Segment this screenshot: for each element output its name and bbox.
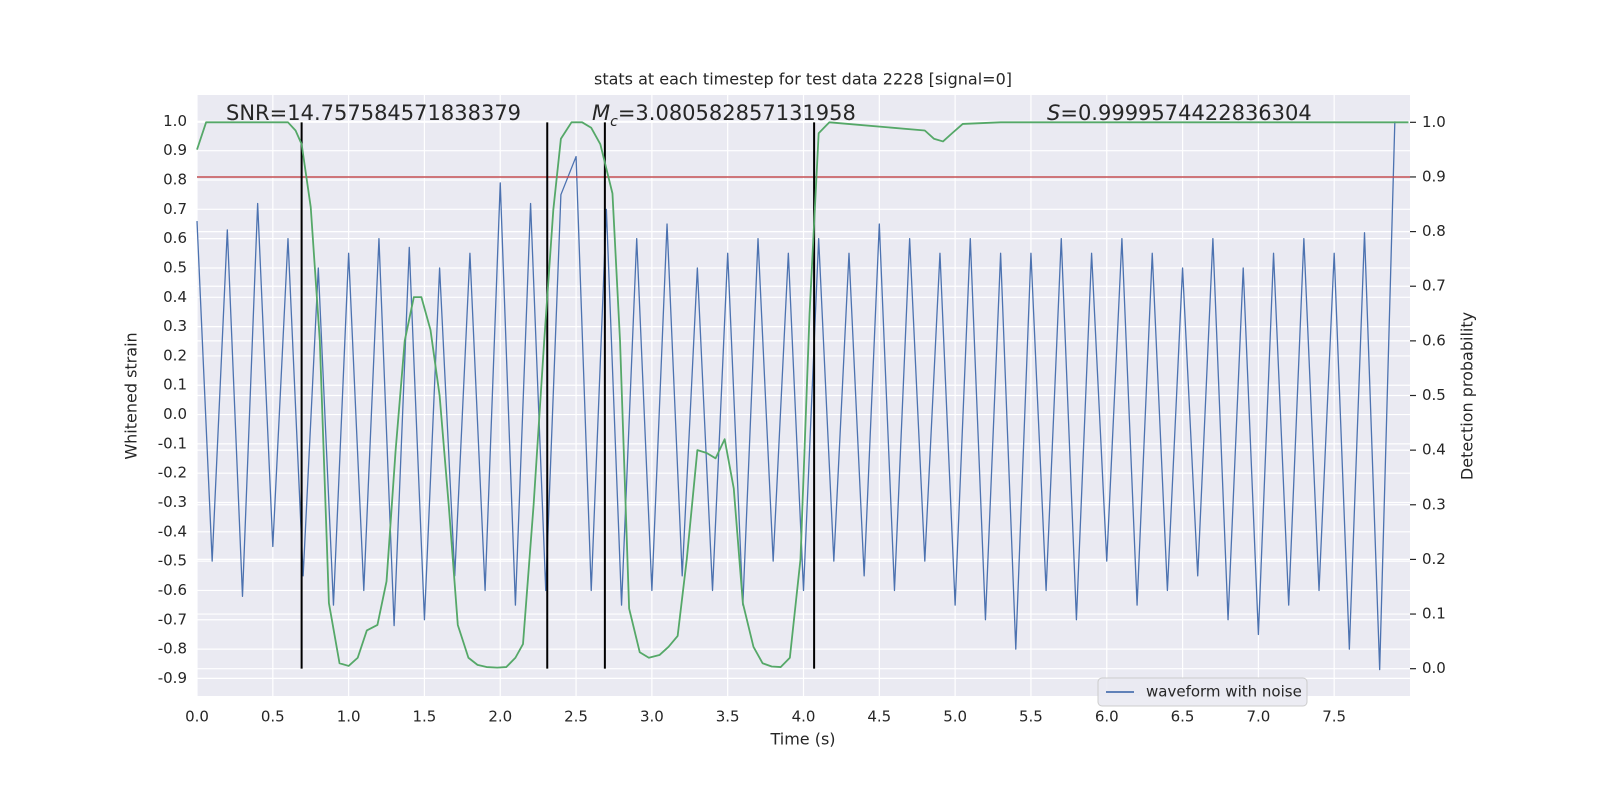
annotation-part: SNR=14.757584571838379: [226, 101, 521, 125]
annotation: S=0.9999574422836304: [1047, 101, 1312, 125]
x-tick-label: 0.5: [261, 708, 285, 726]
x-tick-label: 3.0: [640, 708, 664, 726]
annotation-part: =0.9999574422836304: [1060, 101, 1311, 125]
y2-axis-label: Detection probability: [1458, 312, 1477, 480]
x-axis-label: Time (s): [769, 730, 835, 749]
annotation-part: M: [592, 101, 610, 125]
x-tick-label: 4.0: [792, 708, 816, 726]
y2-tick-label: 0.7: [1422, 277, 1446, 295]
y-tick-label: -0.1: [158, 434, 187, 452]
x-tick-label: 6.5: [1171, 708, 1195, 726]
y-tick-label: 0.3: [163, 317, 187, 335]
y-tick-label: 0.1: [163, 376, 187, 394]
x-tick-label: 7.0: [1246, 708, 1270, 726]
y2-tick-label: 0.4: [1422, 441, 1446, 459]
x-tick-label: 7.5: [1322, 708, 1346, 726]
y-tick-label: 0.0: [163, 405, 187, 423]
y-tick-label: -0.8: [158, 640, 187, 658]
y-tick-label: -0.2: [158, 464, 187, 482]
y2-tick-label: 1.0: [1422, 113, 1446, 131]
x-tick-label: 0.0: [185, 708, 209, 726]
x-tick-label: 1.5: [413, 708, 437, 726]
x-tick-label: 4.5: [867, 708, 891, 726]
waveform-line: [196, 121, 1396, 671]
y2-tick-label: 0.8: [1422, 222, 1446, 240]
y-tick-label: 0.8: [163, 171, 187, 189]
y2-tick-label: 0.0: [1422, 659, 1446, 677]
y-tick-label: 0.7: [163, 200, 187, 218]
x-tick-label: 5.5: [1019, 708, 1043, 726]
x-tick-label: 2.5: [564, 708, 588, 726]
x-tick-label: 2.0: [488, 708, 512, 726]
x-tick-label: 6.0: [1095, 708, 1119, 726]
y-tick-label: -0.3: [158, 493, 187, 511]
y-tick-label: -0.5: [158, 552, 187, 570]
y-axis-label: Whitened strain: [122, 332, 141, 459]
y-tick-label: 0.5: [163, 258, 187, 276]
legend-box: [1097, 677, 1308, 707]
y-tick-label: -0.7: [158, 610, 187, 628]
y2-tick-label: 0.2: [1422, 550, 1446, 568]
y2-tick-label: 0.3: [1422, 495, 1446, 513]
legend-label: waveform with noise: [1146, 683, 1302, 701]
x-tick-label: 5.0: [943, 708, 967, 726]
y-tick-label: 0.9: [163, 141, 187, 159]
probability-line: [196, 121, 1409, 669]
annotation: SNR=14.757584571838379: [226, 101, 521, 125]
y-tick-label: 0.4: [163, 288, 187, 306]
y2-tick-label: 0.6: [1422, 331, 1446, 349]
y2-tick-label: 0.1: [1422, 605, 1446, 623]
y-tick-label: -0.9: [158, 669, 187, 687]
y-tick-label: -0.4: [158, 522, 187, 540]
y-tick-label: -0.6: [158, 581, 187, 599]
y-tick-label: 1.0: [163, 112, 187, 130]
annotation-part: c: [610, 114, 618, 130]
y-tick-label: 0.2: [163, 346, 187, 364]
y-tick-label: 0.6: [163, 229, 187, 247]
chart-title: stats at each timestep for test data 222…: [594, 70, 1012, 89]
y2-tick-label: 0.9: [1422, 167, 1446, 185]
annotation-part: S: [1047, 101, 1060, 125]
x-tick-label: 1.0: [337, 708, 361, 726]
annotation: Mc=3.080582857131958: [592, 101, 856, 130]
y2-tick-label: 0.5: [1422, 386, 1446, 404]
x-tick-label: 3.5: [716, 708, 740, 726]
annotation-part: =3.080582857131958: [618, 101, 856, 125]
